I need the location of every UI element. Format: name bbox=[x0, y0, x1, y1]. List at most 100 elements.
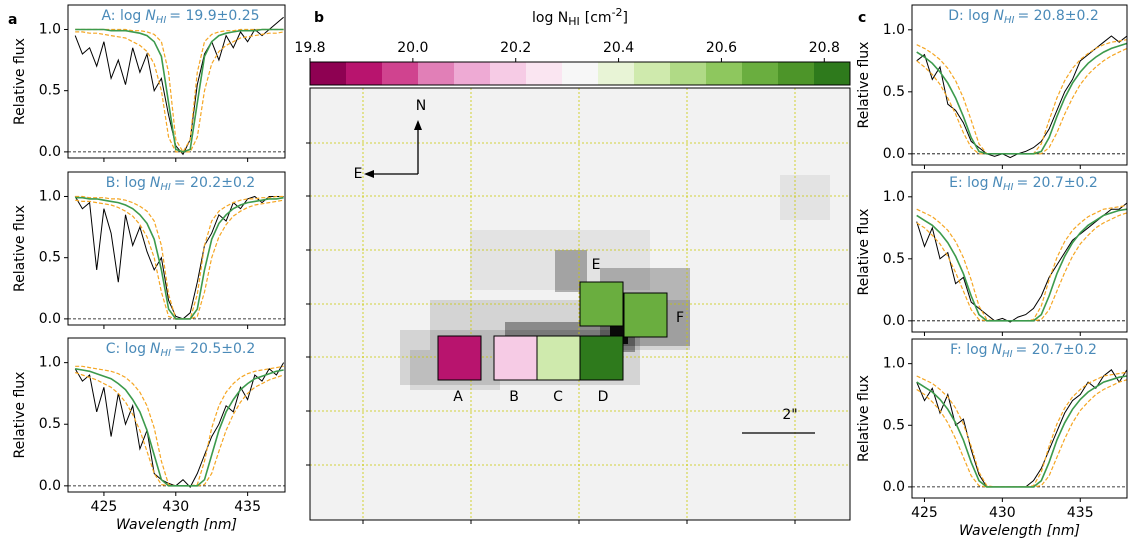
x-tick-label: 430 bbox=[989, 505, 1016, 521]
colorbar-bin bbox=[346, 62, 383, 85]
region-label: A bbox=[453, 389, 463, 405]
y-axis-label: Relative flux bbox=[12, 38, 28, 125]
y-tick-label: 0.5 bbox=[39, 416, 61, 432]
colorbar-bin bbox=[598, 62, 635, 85]
y-tick-label: 0.5 bbox=[883, 417, 905, 433]
title-prefix: C: log bbox=[106, 341, 146, 357]
series-line bbox=[917, 213, 1127, 321]
panel-label: b bbox=[314, 10, 324, 26]
axes-frame bbox=[68, 338, 285, 492]
y-tick-label: 1.0 bbox=[39, 188, 61, 204]
title-symbol: N bbox=[150, 175, 161, 191]
title-prefix: E: log bbox=[949, 175, 988, 191]
y-tick-label: 0.0 bbox=[883, 146, 905, 162]
emission bbox=[470, 230, 650, 290]
region bbox=[438, 336, 481, 380]
region-label: C bbox=[553, 389, 563, 405]
series-line bbox=[917, 209, 1127, 321]
title-value: = 19.9±0.25 bbox=[169, 8, 259, 24]
y-tick-label: 1.0 bbox=[39, 355, 61, 371]
colorbar-bin bbox=[778, 62, 815, 85]
colorbar-tick-label: 20.0 bbox=[397, 40, 428, 56]
title-prefix: D: log bbox=[948, 8, 989, 24]
y-axis-label: Relative flux bbox=[856, 209, 872, 296]
axes-frame bbox=[68, 5, 285, 158]
colorbar-bin bbox=[418, 62, 455, 85]
scale-bar-label: 2" bbox=[782, 407, 797, 423]
colorbar-bin bbox=[562, 62, 599, 85]
title-sup: -2 bbox=[612, 6, 623, 19]
title-main: log N bbox=[532, 10, 568, 26]
colorbar-bin bbox=[382, 62, 419, 85]
colorbar-bin bbox=[526, 62, 563, 85]
y-tick-label: 0.0 bbox=[39, 144, 61, 160]
series-group bbox=[917, 203, 1127, 322]
x-tick-label: 425 bbox=[91, 499, 118, 515]
title-subscript: HI bbox=[1003, 182, 1014, 193]
colorbar-bin bbox=[670, 62, 707, 85]
axes-frame bbox=[912, 172, 1127, 332]
panel: 0.0 0.5 1.0 Relative flux B: logNHI= 20.2±0.… bbox=[12, 172, 285, 329]
region bbox=[624, 293, 667, 337]
y-axis-label: Relative flux bbox=[12, 372, 28, 459]
y-tick-label: 0.0 bbox=[883, 313, 905, 329]
colorbar-bin bbox=[706, 62, 743, 85]
colorbar-tick-label: 20.6 bbox=[706, 40, 737, 56]
colorbar-tick-label: 20.8 bbox=[809, 40, 840, 56]
y-tick-label: 0.0 bbox=[883, 479, 905, 495]
title-prefix: A: log bbox=[101, 8, 141, 24]
emission bbox=[780, 175, 830, 220]
y-tick-label: 0.5 bbox=[39, 250, 61, 266]
title-symbol: N bbox=[993, 175, 1004, 191]
y-axis-label: Relative flux bbox=[856, 375, 872, 462]
y-tick-label: 1.0 bbox=[39, 21, 61, 37]
compass-label: N bbox=[416, 98, 426, 114]
series-line bbox=[917, 36, 1127, 158]
x-axis-label: Wavelength [nm] bbox=[116, 517, 237, 533]
y-tick-label: 0.0 bbox=[39, 311, 61, 327]
series-group bbox=[75, 363, 283, 488]
y-tick-label: 1.0 bbox=[883, 22, 905, 38]
colorbar-tick-label: 20.4 bbox=[603, 40, 634, 56]
series-group bbox=[75, 197, 283, 319]
title-symbol: N bbox=[145, 8, 156, 24]
series-line bbox=[75, 30, 283, 152]
colorbar-bin bbox=[490, 62, 527, 85]
colorbar-bin bbox=[742, 62, 779, 85]
x-axis-label: Wavelength [nm] bbox=[959, 523, 1080, 539]
region bbox=[580, 336, 623, 380]
x-tick-label: 435 bbox=[234, 499, 261, 515]
y-axis-label: Relative flux bbox=[856, 42, 872, 129]
y-tick-label: 1.0 bbox=[883, 189, 905, 205]
x-tick-label: 430 bbox=[162, 499, 189, 515]
title-subscript: HI bbox=[156, 15, 167, 26]
title-subscript: HI bbox=[1002, 349, 1013, 360]
title-subscript: HI bbox=[1004, 15, 1015, 26]
y-tick-label: 0.5 bbox=[39, 83, 61, 99]
panel-title: D: logNHI= 20.8±0.2 bbox=[948, 8, 1099, 26]
series-line bbox=[917, 376, 1127, 487]
y-axis-label: Relative flux bbox=[12, 205, 28, 292]
series-group bbox=[917, 370, 1127, 487]
series-line bbox=[75, 17, 283, 154]
series-line bbox=[917, 48, 1127, 153]
title-prefix: F: log bbox=[950, 342, 987, 358]
colorbar-bin bbox=[310, 62, 347, 85]
axes-frame bbox=[912, 339, 1127, 498]
axes-frame bbox=[68, 172, 285, 325]
series-line bbox=[75, 32, 283, 152]
title-subscript: HI bbox=[160, 348, 171, 359]
title-unit: [cm bbox=[585, 10, 612, 26]
series-line bbox=[917, 206, 1127, 321]
colorbar-title: log NHI[cm-2] bbox=[532, 6, 628, 28]
x-tick-label: 435 bbox=[1067, 505, 1094, 521]
compass-label: E bbox=[354, 166, 363, 182]
